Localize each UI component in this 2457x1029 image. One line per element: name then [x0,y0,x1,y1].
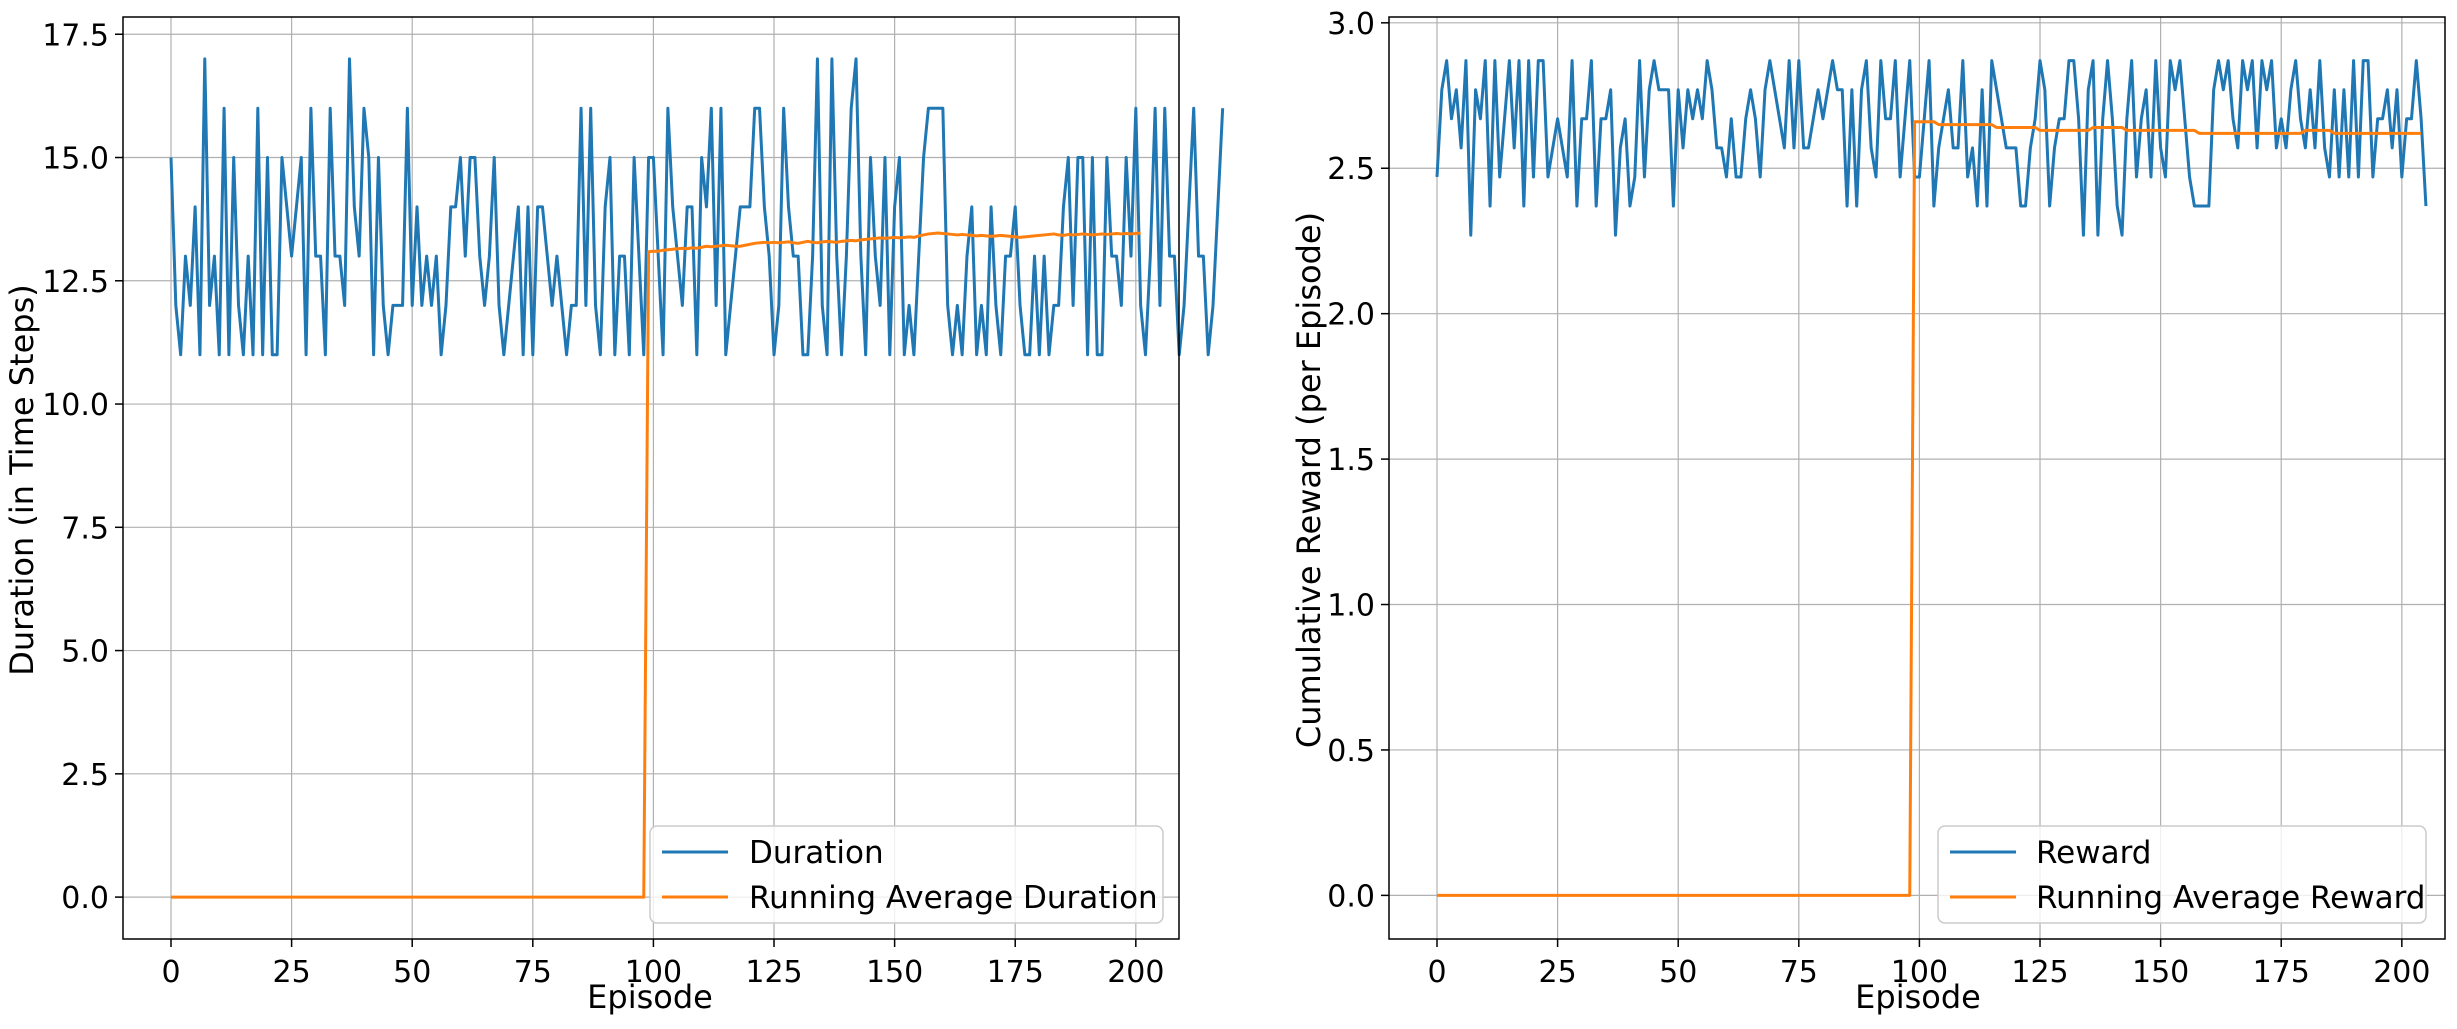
plot-area-border [1388,16,2446,940]
y-tick-label: 17.5 [42,18,109,53]
x-tick-label: 100 [1891,955,1948,990]
y-tick-label: 2.5 [61,758,109,793]
x-tick-label: 50 [1659,955,1697,990]
y-tick-label: 7.5 [61,511,109,546]
tick-labels: 0 25 50 75 100 125 150 175 200 0.0 2.5 5.0 7.5 10.0 12… [42,18,1164,990]
y-tick-label: 1.0 [1327,589,1375,624]
plot-area-border [122,16,1180,940]
legend-label-running-average: Running Average Duration [749,880,1158,916]
x-tick-label: 175 [987,955,1044,990]
legend-box [649,825,1164,924]
y-tick-label: 10.0 [42,388,109,423]
duration-chart: 0 25 50 75 100 125 150 175 200 0.0 2.5 5.0 7.5 10.0 12… [3,16,1225,1016]
series-lines [1435,59,2428,897]
legend: Reward Running Average Reward [1937,825,2427,924]
legend-label-running-average: Running Average Reward [2036,880,2425,916]
y-tick-label: 2.0 [1327,298,1375,333]
y-tick-label: 12.5 [42,265,109,300]
x-tick-label: 25 [273,955,311,990]
x-tick-label: 175 [2253,955,2310,990]
x-tick-label: 50 [393,955,431,990]
x-tick-label: 125 [745,955,802,990]
series-line-duration [169,57,1225,357]
x-tick-label: 200 [2373,955,2430,990]
legend: Duration Running Average Duration [649,825,1164,924]
series-line-running-average-reward [1437,120,2422,897]
series-lines [169,57,1225,899]
x-tick-label: 0 [1427,955,1446,990]
x-axis-label: Episode [1855,978,1981,1016]
reward-chart: 0 25 50 75 100 125 150 175 200 0.0 0.5 1.0 1.5 2.0 2.5… [1290,7,2446,1016]
x-tick-label: 75 [514,955,552,990]
y-tick-label: 5.0 [61,635,109,670]
legend-box [1937,825,2427,924]
series-line-reward [1435,59,2428,237]
x-tick-label: 0 [161,955,180,990]
y-tick-label: 0.0 [61,881,109,916]
x-tick-label: 150 [866,955,923,990]
y-tick-label: 15.0 [42,142,109,177]
x-tick-label: 200 [1107,955,1164,990]
x-tick-label: 150 [2132,955,2189,990]
y-tick-label: 0.0 [1327,879,1375,914]
axes-frame [1381,16,2446,947]
y-tick-label: 3.0 [1327,7,1375,42]
x-tick-label: 125 [2011,955,2068,990]
y-tick-label: 0.5 [1327,734,1375,769]
series-line-running-average-duration [171,231,1141,899]
x-axis-label: Episode [587,978,713,1016]
grid-lines [1389,17,2445,939]
y-axis-label: Duration (in Time Steps) [3,284,41,675]
axes-frame [115,16,1180,947]
y-axis-label: Cumulative Reward (per Episode) [1290,212,1328,748]
y-tick-label: 1.5 [1327,443,1375,478]
legend-label-reward: Reward [2036,835,2151,871]
y-tick-label: 2.5 [1327,152,1375,187]
x-tick-label: 75 [1780,955,1818,990]
x-tick-label: 100 [625,955,682,990]
x-tick-label: 25 [1539,955,1577,990]
tick-labels: 0 25 50 75 100 125 150 175 200 0.0 0.5 1.0 1.5 2.0 2.5… [1327,7,2430,990]
legend-label-duration: Duration [749,835,884,871]
